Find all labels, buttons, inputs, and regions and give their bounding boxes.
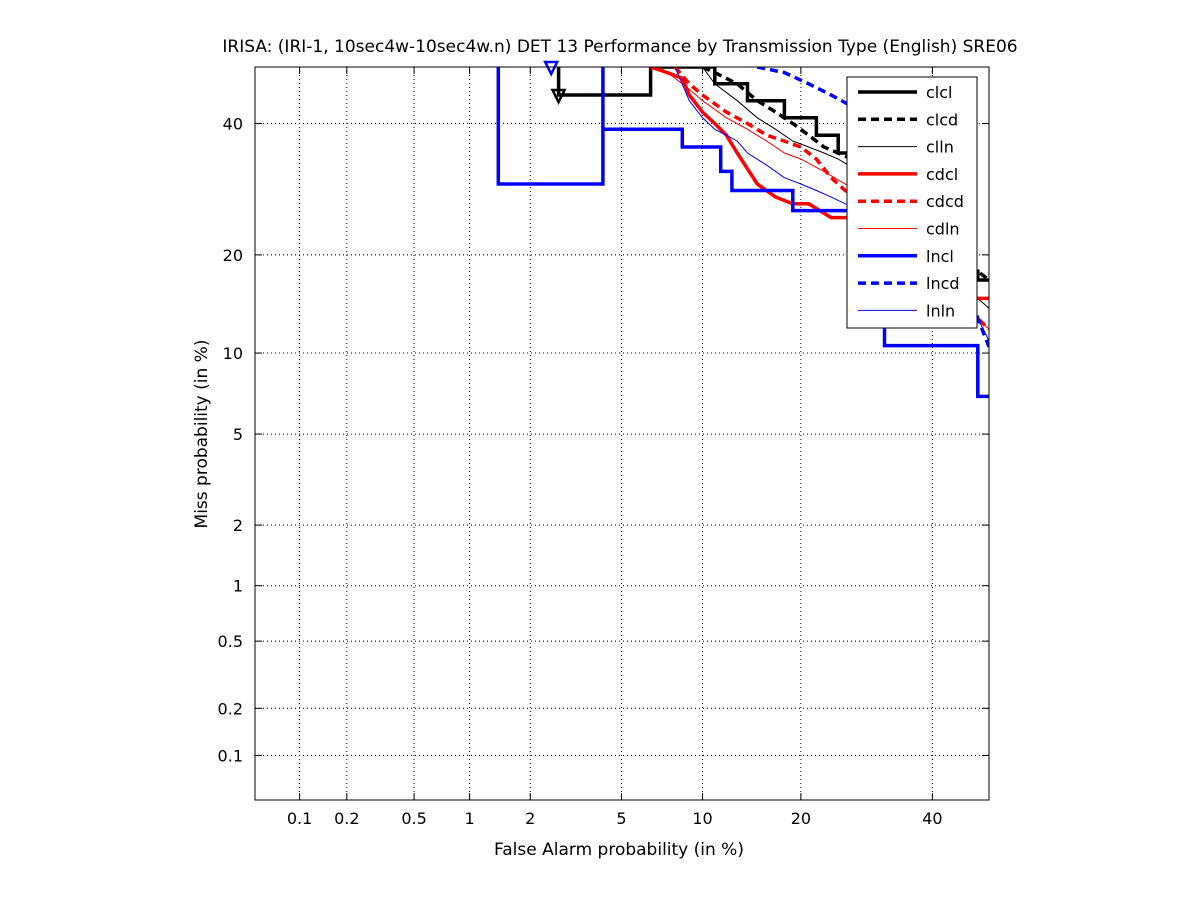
x-tick-label: 1 [464, 809, 474, 828]
legend-items: clcl clcd clln cdcl cdcd cdln lncl lncd lnln [858, 83, 964, 320]
x-tick-label: 0.2 [334, 809, 359, 828]
y-tick-label: 0.1 [218, 746, 243, 765]
legend-label-lnln: lnln [926, 301, 955, 320]
x-tick-label: 0.5 [401, 809, 426, 828]
y-tick-labels: 0.1 0.2 0.5 1 2 5 10 20 40 [218, 115, 243, 766]
x-axis-label: False Alarm probability (in %) [494, 840, 744, 860]
y-axis-label: Miss probability (in %) [192, 340, 212, 529]
legend-label-cdln: cdln [926, 220, 960, 239]
ticks [255, 67, 989, 800]
x-tick-label: 2 [525, 809, 535, 828]
legend-label-cdcd: cdcd [926, 192, 964, 211]
legend-label-clcl: clcl [926, 83, 952, 102]
y-tick-label: 10 [223, 344, 243, 363]
x-tick-label: 0.1 [287, 809, 312, 828]
x-tick-label: 10 [692, 809, 712, 828]
y-tick-label: 0.2 [218, 699, 243, 718]
series-line-lncl [496, 67, 989, 399]
legend-label-clln: clln [926, 138, 954, 157]
legend-label-lncd: lncd [926, 274, 960, 293]
y-tick-label: 40 [223, 115, 243, 134]
y-tick-label: 5 [233, 425, 243, 444]
legend-label-lncl: lncl [926, 247, 954, 266]
legend: clcl clcd clln cdcl cdcd cdln lncl lncd lnln [846, 76, 978, 329]
plot-frame [254, 66, 990, 801]
x-tick-label: 40 [922, 809, 942, 828]
x-tick-label: 20 [791, 809, 811, 828]
marker-layer [543, 60, 567, 105]
series-line-cdcd [673, 67, 989, 331]
marker-clcl [550, 88, 567, 105]
legend-label-clcd: clcd [926, 110, 958, 129]
y-tick-label: 0.5 [218, 632, 243, 651]
y-tick-label: 20 [223, 246, 243, 265]
x-tick-label: 5 [616, 809, 626, 828]
y-tick-label: 2 [233, 516, 243, 535]
chart-title: IRISA: (IRI-1, 10sec4w-10sec4w.n) DET 13… [222, 37, 1017, 57]
x-tick-labels: 0.1 0.2 0.5 1 2 5 10 20 40 [287, 809, 943, 828]
y-tick-label: 1 [233, 577, 243, 596]
marker-lncl [543, 60, 560, 77]
legend-label-cdcl: cdcl [926, 165, 958, 184]
